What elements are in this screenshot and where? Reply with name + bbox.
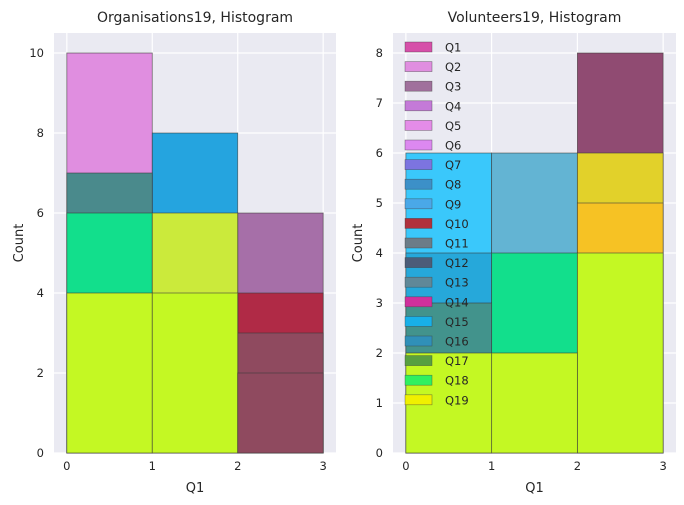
legend-swatch — [404, 218, 433, 229]
legend-label: Q9 — [445, 197, 461, 211]
x-tick-label: 1 — [488, 459, 495, 473]
legend-label: Q7 — [445, 158, 461, 172]
legend-label: Q18 — [445, 374, 469, 388]
y-tick-label: 5 — [376, 196, 383, 210]
x-tick-label: 2 — [234, 459, 241, 473]
legend-label: Q4 — [445, 99, 461, 113]
y-tick-label: 7 — [376, 96, 383, 110]
x-tick-label: 2 — [574, 459, 581, 473]
x-axis-label: Q1 — [525, 481, 544, 496]
legend-swatch — [404, 159, 433, 170]
legend-label: Q5 — [445, 119, 461, 133]
legend-swatch — [404, 335, 433, 347]
legend-swatch — [404, 296, 433, 308]
y-tick-label: 0 — [37, 446, 44, 460]
x-axis-label: Q1 — [186, 481, 205, 496]
legend-label: Q17 — [445, 354, 469, 368]
legend-swatch — [404, 257, 433, 268]
x-tick-label: 0 — [402, 459, 409, 473]
legend-swatch — [404, 237, 433, 249]
chart-title: Volunteers19, Histogram — [448, 10, 622, 26]
legend-label: Q2 — [445, 60, 461, 74]
legend-swatch — [404, 100, 433, 112]
tick-labels: 0 1 2 3 0 2 4 6 8 10 — [29, 46, 326, 473]
legend-swatch — [404, 80, 433, 92]
x-tick-label: 3 — [320, 459, 327, 473]
legend-label: Q3 — [445, 80, 461, 94]
legend-label: Q10 — [445, 217, 469, 231]
legend-label: Q8 — [445, 178, 461, 192]
legend-swatch — [404, 276, 433, 288]
legend-swatch — [404, 394, 433, 406]
legend-label: Q13 — [445, 276, 469, 290]
y-tick-label: 6 — [37, 206, 44, 220]
y-tick-label: 3 — [376, 296, 383, 310]
legend-swatch — [404, 198, 433, 210]
histogram-bar — [491, 352, 578, 454]
y-tick-label: 1 — [376, 396, 383, 410]
legend: Q1 Q2 Q3 Q4 Q5 Q6 Q7 Q8 Q9 Q10 Q11 Q12 Q13 Q14 Q15 Q16 Q… — [404, 41, 469, 407]
legend-label: Q16 — [445, 335, 469, 349]
histogram-bar — [151, 292, 239, 454]
legend-swatch — [404, 61, 433, 72]
y-tick-label: 2 — [376, 346, 383, 360]
legend-swatch — [404, 41, 433, 53]
histogram-bar — [237, 372, 324, 454]
legend-label: Q11 — [445, 237, 469, 251]
legend-label: Q1 — [445, 41, 461, 55]
histogram-bar — [66, 292, 153, 454]
x-tick-label: 3 — [659, 459, 666, 473]
legend-swatch — [404, 178, 433, 190]
legend-swatch — [404, 139, 433, 151]
y-tick-label: 4 — [376, 246, 383, 260]
legend-label: Q14 — [445, 295, 469, 309]
legend-label: Q6 — [445, 139, 461, 153]
legend-label: Q12 — [445, 256, 469, 270]
y-tick-label: 8 — [37, 126, 44, 140]
legend-swatch — [404, 374, 433, 386]
tick-labels: 0 1 2 3 0 1 2 3 4 5 6 7 8 — [376, 46, 667, 473]
legend-swatch — [404, 120, 433, 131]
y-tick-label: 8 — [376, 46, 383, 60]
y-tick-label: 4 — [37, 286, 44, 300]
chart-title: Organisations19, Histogram — [97, 10, 293, 26]
organisations-histogram-axes: 0 1 2 3 0 2 4 6 8 10 Organisations19, Histogram Q… — [12, 10, 336, 496]
y-axis-label: Count — [12, 224, 27, 263]
histogram-bars — [66, 52, 324, 454]
legend-label: Q19 — [445, 393, 469, 407]
legend-swatch — [404, 316, 433, 327]
x-tick-label: 0 — [63, 459, 70, 473]
y-tick-label: 2 — [37, 366, 44, 380]
histogram-bar — [576, 252, 664, 454]
y-axis-label: Count — [351, 224, 366, 263]
y-tick-label: 6 — [376, 146, 383, 160]
legend-swatch — [404, 355, 433, 366]
x-tick-label: 1 — [149, 459, 156, 473]
y-tick-label: 10 — [29, 46, 44, 60]
legend-label: Q15 — [445, 315, 469, 329]
y-tick-label: 0 — [376, 446, 383, 460]
